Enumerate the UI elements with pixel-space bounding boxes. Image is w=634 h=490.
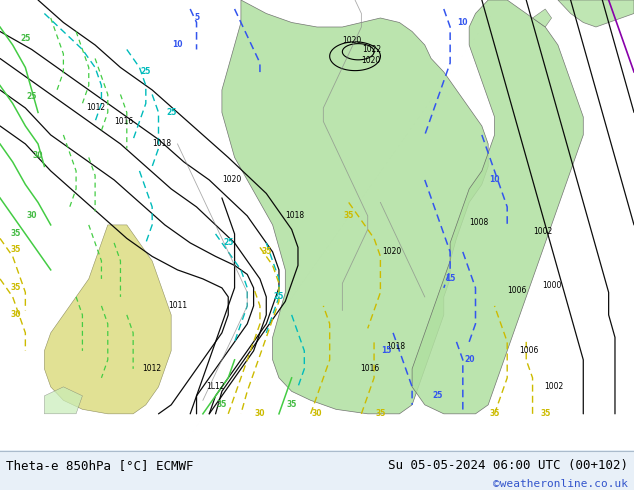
Text: 30: 30	[11, 310, 21, 319]
Text: 35: 35	[261, 247, 271, 256]
Text: 35: 35	[11, 245, 21, 254]
Text: 1020: 1020	[382, 247, 401, 256]
Text: 35: 35	[375, 409, 385, 418]
Text: 1000: 1000	[542, 281, 561, 290]
Text: 1018: 1018	[386, 342, 405, 351]
Text: 1002: 1002	[533, 227, 552, 236]
Text: 35: 35	[489, 409, 500, 418]
Text: 35: 35	[287, 400, 297, 409]
Text: 25: 25	[27, 92, 37, 101]
Text: 1022: 1022	[362, 45, 381, 54]
Text: 10: 10	[172, 41, 183, 49]
Text: 15: 15	[382, 346, 392, 355]
Text: 1020: 1020	[342, 36, 361, 45]
Polygon shape	[44, 387, 82, 414]
Text: 30: 30	[27, 211, 37, 220]
Text: 1016: 1016	[360, 365, 379, 373]
Text: 1018: 1018	[285, 211, 304, 220]
Polygon shape	[558, 0, 634, 27]
FancyBboxPatch shape	[0, 450, 634, 490]
Text: 25: 25	[432, 392, 443, 400]
Text: 1016: 1016	[115, 117, 134, 126]
Text: 1006: 1006	[507, 286, 526, 294]
Text: 35: 35	[344, 211, 354, 220]
Text: 1008: 1008	[469, 218, 488, 227]
Text: 1020: 1020	[222, 175, 241, 184]
Text: 35: 35	[217, 400, 227, 409]
Text: 1006: 1006	[520, 346, 539, 355]
Text: 1002: 1002	[544, 382, 563, 392]
Text: 30: 30	[33, 151, 43, 160]
Text: 30: 30	[312, 409, 322, 418]
Polygon shape	[533, 9, 552, 27]
Text: Su 05-05-2024 06:00 UTC (00+102): Su 05-05-2024 06:00 UTC (00+102)	[387, 460, 628, 472]
Text: 30: 30	[255, 409, 265, 418]
Text: 1018: 1018	[152, 140, 171, 148]
Text: ©weatheronline.co.uk: ©weatheronline.co.uk	[493, 479, 628, 489]
Text: 10: 10	[458, 18, 468, 27]
Polygon shape	[412, 0, 583, 414]
Text: 25: 25	[20, 34, 30, 43]
Text: 25: 25	[274, 293, 284, 301]
Polygon shape	[222, 0, 488, 414]
Text: 35: 35	[11, 283, 21, 293]
Text: 1012: 1012	[86, 103, 105, 113]
Text: 20: 20	[464, 355, 474, 365]
Text: 25: 25	[223, 239, 233, 247]
Text: 35: 35	[10, 229, 20, 239]
Text: 25: 25	[166, 108, 176, 117]
Text: 1012: 1012	[143, 365, 162, 373]
Text: 10: 10	[489, 175, 500, 184]
Text: 1020: 1020	[361, 56, 380, 65]
Text: 25: 25	[141, 68, 151, 76]
Text: 1L12: 1L12	[206, 382, 225, 392]
Polygon shape	[44, 225, 171, 414]
Text: 1011: 1011	[168, 301, 187, 310]
Text: Theta-e 850hPa [°C] ECMWF: Theta-e 850hPa [°C] ECMWF	[6, 460, 194, 472]
Text: 15: 15	[445, 274, 455, 283]
Text: 5: 5	[194, 14, 199, 23]
Text: 35: 35	[540, 409, 550, 418]
